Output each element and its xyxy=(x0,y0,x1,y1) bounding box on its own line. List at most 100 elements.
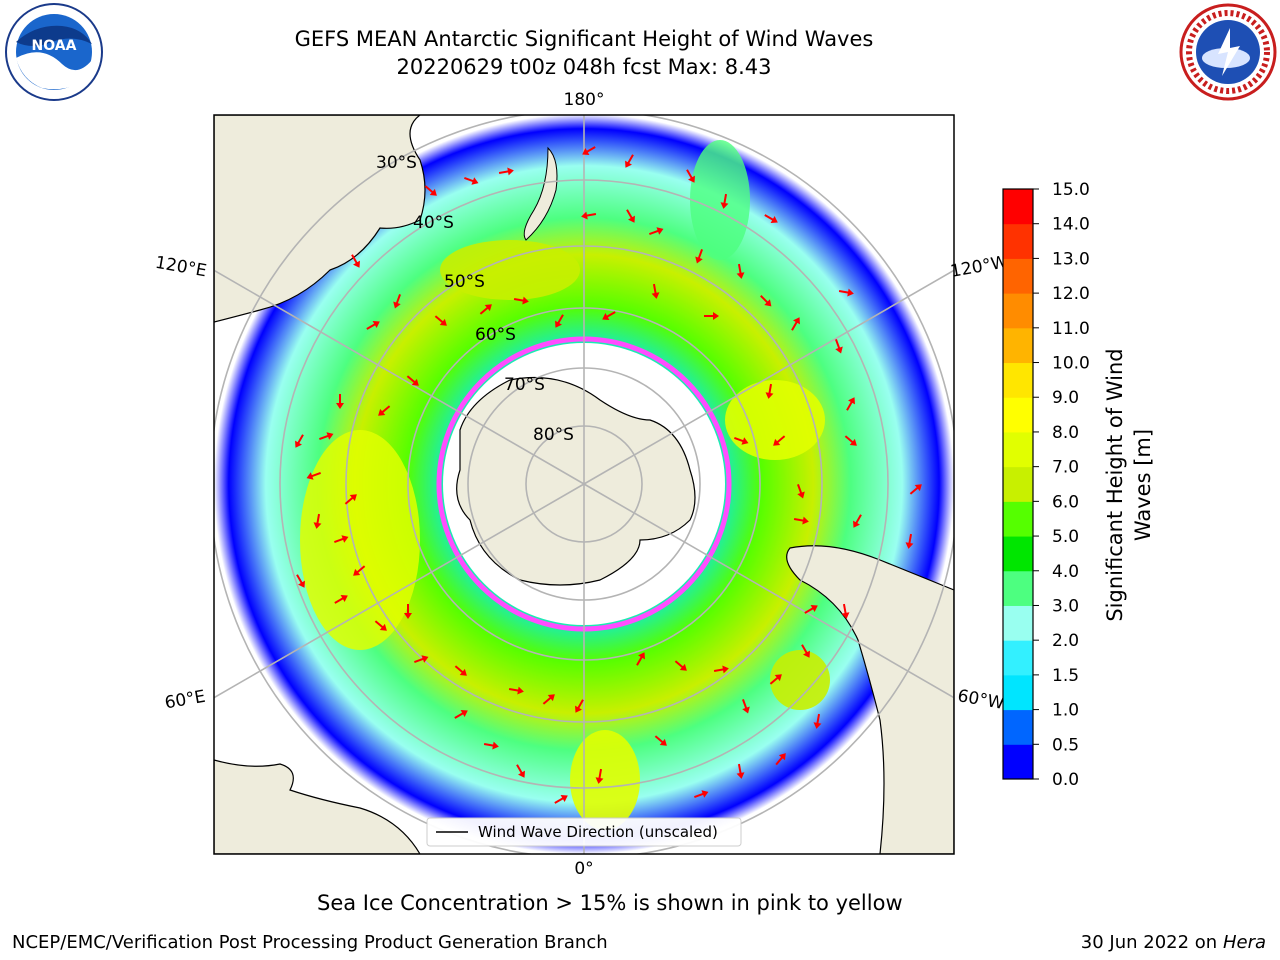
lat-label-60s: 60°S xyxy=(475,325,516,345)
wave-direction-arrow xyxy=(582,146,596,155)
wave-direction-arrow xyxy=(374,620,387,631)
lat-label-50s: 50°S xyxy=(444,272,485,292)
colorbar-tick-label: 6.0 xyxy=(1052,492,1079,512)
lon-label-60w: 60°W xyxy=(956,686,1006,714)
wave-direction-arrow xyxy=(651,283,660,299)
colorbar-band xyxy=(1003,570,1033,606)
wave-direction-arrow xyxy=(791,317,800,331)
lat-label-80s: 80°S xyxy=(533,425,574,445)
wave-direction-arrow xyxy=(713,665,729,674)
footer-credit: NCEP/EMC/Verification Post Processing Pr… xyxy=(12,932,608,953)
wave-direction-arrow xyxy=(801,644,810,658)
colorbar-band xyxy=(1003,709,1033,745)
colorbar-tick-label: 11.0 xyxy=(1052,319,1090,339)
colorbar-band xyxy=(1003,605,1033,641)
wave-direction-arrow xyxy=(742,699,750,714)
chart-title: GEFS MEAN Antarctic Significant Height o… xyxy=(294,27,874,51)
colorbar-tick-label: 5.0 xyxy=(1052,527,1079,547)
lon-label-180: 180° xyxy=(564,90,605,110)
footer-host: Hera xyxy=(1222,932,1266,953)
wave-direction-arrow xyxy=(479,304,492,315)
colorbar-tick-label: 13.0 xyxy=(1052,249,1090,269)
colorbar-band xyxy=(1003,744,1033,780)
wave-direction-arrow xyxy=(334,595,348,604)
wave-direction-arrow xyxy=(393,294,401,309)
wave-direction-arrow xyxy=(909,484,922,495)
wave-direction-arrow xyxy=(844,435,857,446)
colorbar-tick-label: 3.0 xyxy=(1052,596,1079,616)
wave-direction-arrow xyxy=(406,375,419,386)
colorbar-band xyxy=(1003,327,1033,364)
wave-direction-arrow xyxy=(353,565,366,576)
wave-direction-arrow xyxy=(769,674,782,685)
wave-direction-arrow xyxy=(602,311,616,320)
colorbar-band xyxy=(1003,431,1033,468)
colorbar-band xyxy=(1003,293,1033,329)
wave-direction-arrow xyxy=(764,214,778,223)
colorbar-band xyxy=(1003,189,1033,225)
colorbar-band xyxy=(1003,223,1033,259)
wave-direction-arrow xyxy=(734,437,749,445)
colorbar-band xyxy=(1003,640,1033,676)
wave-direction-arrow xyxy=(336,394,344,409)
colorbar-label-line2: Waves [m] xyxy=(1131,429,1155,541)
wave-direction-arrow xyxy=(841,603,850,619)
land-south-america xyxy=(786,545,954,854)
wave-direction-arrow xyxy=(306,472,321,480)
wave-blob-drake xyxy=(770,650,830,710)
wave-direction-arrow xyxy=(513,296,529,305)
colorbar-frame xyxy=(1002,188,1034,780)
colorbar-tick-label: 9.0 xyxy=(1052,388,1079,408)
wave-direction-arrow xyxy=(654,735,667,746)
wave-direction-arrow xyxy=(649,227,664,235)
colorbar-tick-label: 14.0 xyxy=(1052,215,1090,235)
wave-direction-arrow xyxy=(554,795,568,804)
wave-direction-arrow xyxy=(555,314,564,328)
wave-direction-arrow xyxy=(344,494,357,505)
lat-label-70s: 70°S xyxy=(504,375,545,395)
wave-direction-arrow xyxy=(846,397,855,411)
colorbar-tick-label: 1.5 xyxy=(1052,666,1079,686)
wave-direction-arrow xyxy=(736,263,745,279)
colorbar-tick-label: 7.0 xyxy=(1052,458,1079,478)
footer-date-text: 30 Jun 2022 on xyxy=(1080,932,1218,953)
noaa-logo-text: NOAA xyxy=(32,38,77,54)
lat-label-30s: 30°S xyxy=(376,153,417,173)
wave-direction-arrow xyxy=(319,432,334,440)
wave-direction-arrow xyxy=(404,604,412,619)
colorbar-band xyxy=(1003,466,1033,502)
wave-blob-indian-ocean xyxy=(300,430,420,650)
wave-direction-arrow xyxy=(736,763,745,779)
chart-subtitle: 20220629 t00z 048h fcst Max: 8.43 xyxy=(396,55,772,79)
wave-direction-arrow xyxy=(625,154,634,168)
wave-direction-arrow xyxy=(775,753,786,766)
map-content xyxy=(214,115,954,854)
wave-direction-arrow xyxy=(905,533,914,549)
colorbar-tick-label: 12.0 xyxy=(1052,284,1090,304)
wave-direction-arrow xyxy=(334,535,349,543)
colorbar-tick-label: 0.0 xyxy=(1052,770,1079,790)
wave-direction-arrow xyxy=(454,710,468,719)
lon-label-120e: 120°E xyxy=(154,253,208,282)
wave-direction-arrow xyxy=(674,660,687,671)
colorbar-bands xyxy=(1003,189,1033,780)
wave-direction-arrow xyxy=(575,699,584,713)
wave-direction-arrow xyxy=(296,574,305,588)
sea-ice-note: Sea Ice Concentration > 15% is shown in … xyxy=(317,891,903,915)
colorbar-band xyxy=(1003,258,1033,294)
wave-direction-arrow xyxy=(686,169,695,183)
wave-direction-arrow xyxy=(626,209,635,223)
colorbar-tick-label: 2.0 xyxy=(1052,631,1079,651)
graticule xyxy=(214,115,954,854)
colorbar-band xyxy=(1003,674,1033,711)
lon-label-0: 0° xyxy=(574,859,593,879)
lon-label-120w: 120°W xyxy=(949,252,1010,282)
meridian-120e xyxy=(214,269,585,485)
map-legend: Wind Wave Direction (unscaled) xyxy=(426,817,742,847)
colorbar-tick-label: 0.5 xyxy=(1052,735,1079,755)
wave-direction-arrow xyxy=(773,435,786,446)
wave-direction-arrow xyxy=(704,312,719,320)
wave-direction-arrow xyxy=(853,514,862,528)
wave-direction-arrow xyxy=(720,193,729,209)
